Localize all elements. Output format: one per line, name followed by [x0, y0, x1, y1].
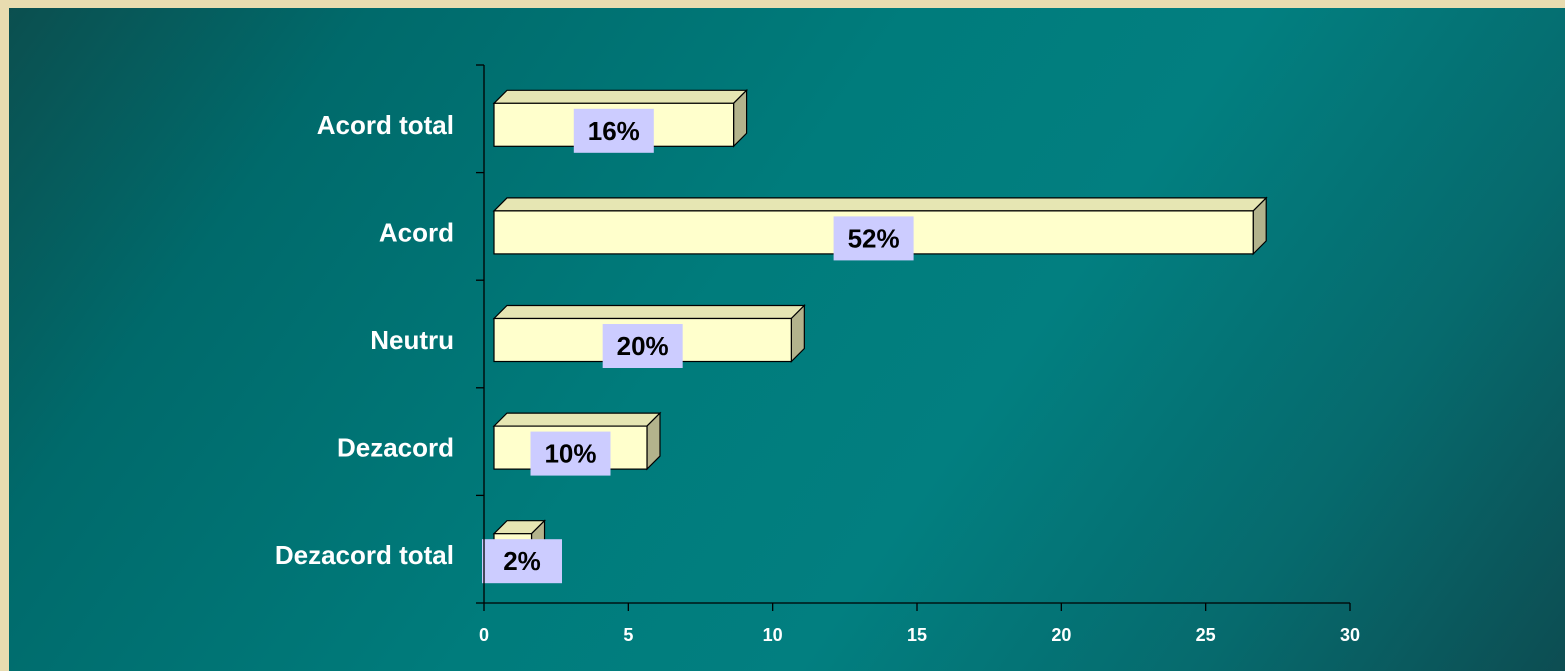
data-label-box [482, 539, 562, 584]
bar-chart: 16% 52% 20% 10% 2% Acord total Acord Neutru Dez… [275, 64, 1360, 645]
bar-top-face [492, 89, 749, 104]
bar-4 [492, 411, 662, 471]
data-label: 16% [573, 108, 654, 153]
category-label: Dezacord [337, 433, 454, 463]
data-label-box [530, 431, 611, 476]
bar-top-face [492, 304, 806, 320]
data-label-box [602, 324, 683, 368]
data-label-text: 10% [544, 439, 596, 469]
data-label-text: 16% [588, 116, 640, 146]
data-label-box [833, 216, 914, 261]
data-label: 10% [530, 431, 611, 476]
bar-top-face [492, 412, 662, 427]
data-label: 20% [602, 324, 683, 368]
x-tick-label: 30 [1340, 625, 1360, 645]
data-label-text: 2% [503, 546, 541, 576]
data-label-text: 20% [617, 331, 669, 361]
x-tick-label: 25 [1196, 625, 1216, 645]
axes-layer: Acord total Acord Neutru Dezacord Dezacord t… [275, 64, 1360, 645]
category-label: Acord total [317, 110, 454, 140]
chart-slide: 16% 52% 20% 10% 2% Acord total Acord Neutru Dez… [9, 8, 1565, 671]
x-tick-label: 0 [479, 625, 489, 645]
category-label: Dezacord total [275, 540, 454, 570]
x-tick-label: 20 [1051, 625, 1071, 645]
data-label-text: 52% [848, 223, 900, 253]
data-labels-layer: 16% 52% 20% 10% 2% [482, 108, 914, 584]
data-label: 52% [833, 216, 914, 261]
x-tick-label: 10 [763, 625, 783, 645]
category-label: Acord [379, 217, 454, 247]
x-tick-label: 5 [623, 625, 633, 645]
data-label: 2% [482, 539, 562, 584]
bar-top-face [492, 197, 1268, 212]
category-label: Neutru [370, 325, 454, 355]
data-label-box [573, 108, 654, 153]
x-tick-label: 15 [907, 625, 927, 645]
